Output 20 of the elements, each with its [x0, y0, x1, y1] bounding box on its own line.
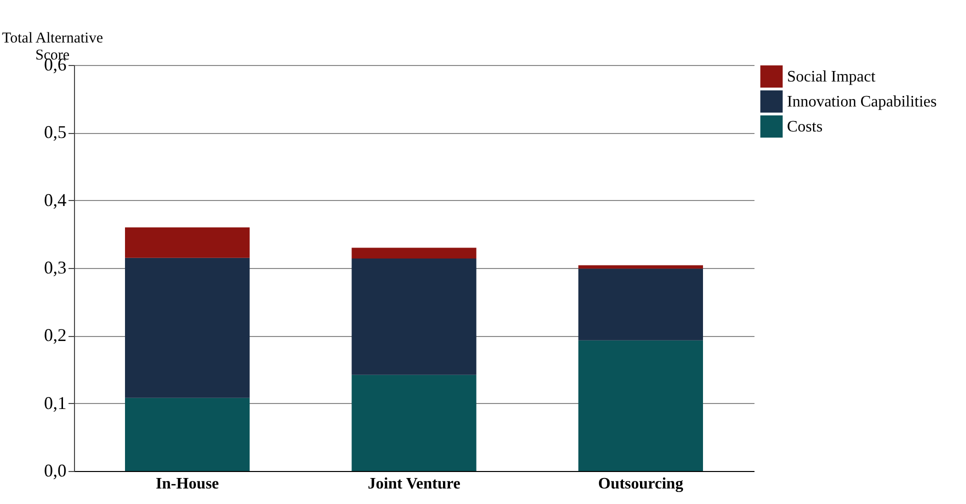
- y-tick-label: 0,4: [44, 190, 66, 210]
- y-tick-label: 0,2: [44, 325, 66, 346]
- bar: [352, 374, 476, 471]
- bar: [352, 248, 476, 259]
- x-tick-label: Joint Venture: [368, 476, 460, 492]
- bar: [125, 258, 250, 398]
- y-tick-label: 0,3: [44, 258, 66, 278]
- x-tick-label: In-House: [156, 476, 219, 492]
- bar: [578, 340, 703, 471]
- legend-label: Innovation Capabilities: [787, 94, 937, 110]
- legend-label: Costs: [787, 118, 823, 136]
- x-tick-label: Outsourcing: [598, 476, 684, 492]
- bar: [125, 398, 250, 471]
- bar: [352, 258, 476, 375]
- y-tick-label: 0,0: [44, 460, 66, 480]
- legend-label: Social Impact: [787, 68, 876, 86]
- y-tick-label: 0,1: [44, 392, 66, 413]
- bar: [578, 268, 703, 340]
- y-tick-label: 0,5: [44, 122, 66, 142]
- bar: [125, 227, 250, 258]
